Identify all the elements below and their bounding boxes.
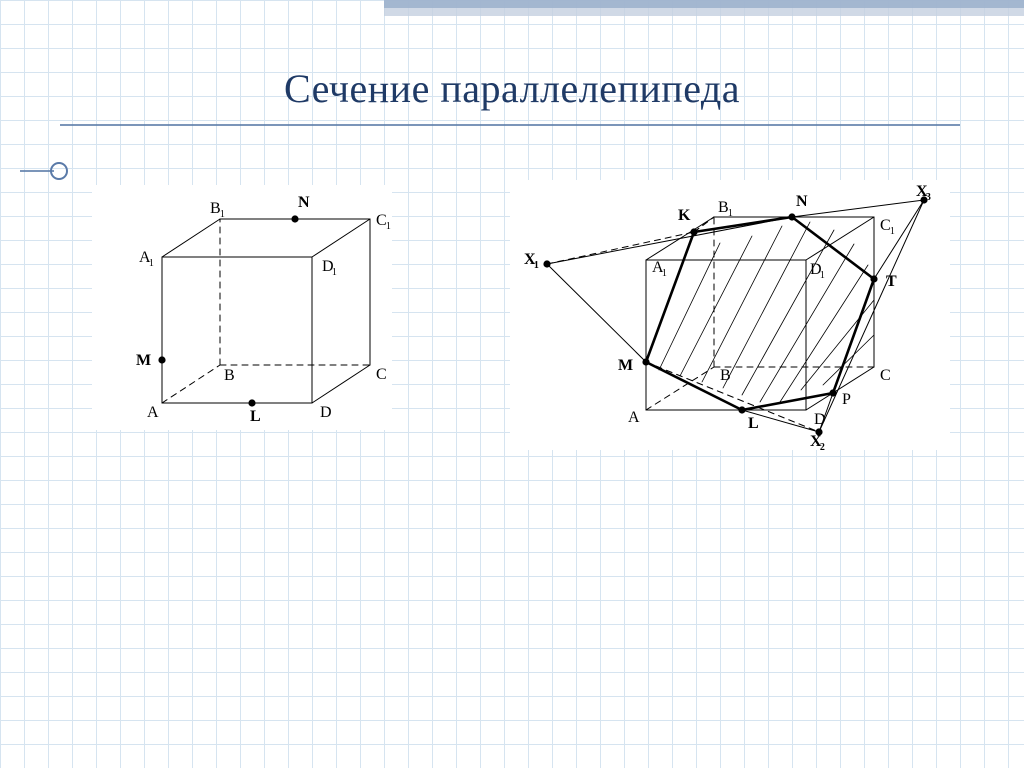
figure-right: ABCDA1B1C1D1MNLKTPX1X2X3: [510, 180, 950, 450]
svg-text:1: 1: [662, 268, 667, 279]
svg-text:A: A: [147, 404, 159, 421]
svg-text:D: D: [320, 404, 332, 421]
svg-text:K: K: [678, 207, 691, 224]
slide: Сечение параллелепипеда ABCDA1B1C1D1MNL …: [0, 0, 1024, 768]
title-bullet: [50, 162, 68, 180]
svg-text:B: B: [224, 367, 235, 384]
svg-text:1: 1: [220, 209, 225, 220]
svg-text:D: D: [814, 411, 826, 428]
svg-text:A: A: [628, 409, 640, 426]
svg-text:3: 3: [926, 192, 931, 203]
svg-text:1: 1: [149, 258, 154, 269]
top-band-accent: [384, 0, 1024, 8]
svg-text:M: M: [618, 357, 633, 374]
svg-text:1: 1: [728, 208, 733, 219]
figure-left: ABCDA1B1C1D1MNL: [92, 185, 392, 430]
svg-text:M: M: [136, 352, 151, 369]
svg-text:N: N: [796, 193, 808, 210]
slide-title: Сечение параллелепипеда: [0, 68, 1024, 110]
svg-text:T: T: [886, 273, 897, 290]
svg-text:1: 1: [386, 221, 391, 232]
svg-text:P: P: [842, 391, 851, 408]
svg-text:L: L: [250, 408, 261, 425]
svg-text:1: 1: [534, 260, 539, 271]
svg-text:C: C: [880, 367, 891, 384]
svg-text:L: L: [748, 415, 759, 432]
svg-text:N: N: [298, 194, 310, 211]
svg-text:1: 1: [890, 226, 895, 237]
svg-text:1: 1: [332, 267, 337, 278]
svg-text:C: C: [376, 366, 387, 383]
title-bullet-stem: [20, 170, 54, 172]
svg-text:1: 1: [820, 270, 825, 281]
svg-text:2: 2: [820, 442, 825, 450]
title-underline: [60, 124, 960, 126]
svg-text:B: B: [720, 367, 731, 384]
